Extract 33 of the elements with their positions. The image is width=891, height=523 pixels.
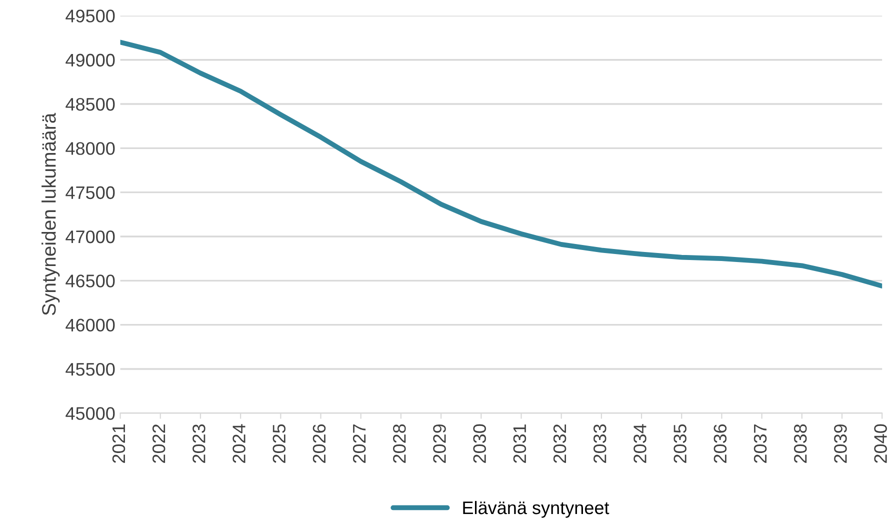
y-tick-label: 45500 [66, 362, 115, 376]
x-tick-label: 2038 [794, 424, 807, 463]
x-tick-label: 2022 [152, 424, 166, 463]
x-tick-label: 2036 [714, 424, 727, 463]
x-tick-label: 2032 [553, 424, 566, 463]
x-tick-label: 2030 [473, 424, 486, 463]
x-tick-label: 2035 [674, 424, 686, 463]
x-tick-label: 2027 [352, 424, 366, 463]
x-tick-label: 2033 [593, 424, 606, 463]
y-tick-label: 46500 [66, 274, 115, 288]
x-tick-label: 2040 [874, 424, 887, 463]
y-tick-label: 45000 [66, 407, 115, 420]
x-tick-label: 2034 [634, 424, 646, 463]
x-tick-label: 2029 [433, 424, 446, 463]
x-tick-label: 2037 [754, 424, 767, 463]
x-tick-label: 2039 [834, 424, 847, 463]
x-tick-label: 2021 [112, 424, 126, 463]
legend-label: Elävänä syntyneet [463, 500, 610, 518]
y-tick-label: 47000 [66, 230, 115, 244]
x-tick-label: 2024 [232, 424, 246, 463]
x-tick-label: 2023 [192, 424, 206, 463]
y-tick-label: 49500 [66, 10, 115, 22]
x-tick-label: 2025 [272, 424, 286, 463]
y-tick-label: 46000 [66, 318, 115, 332]
x-tick-label: 2028 [393, 424, 406, 463]
line-series [120, 40, 882, 288]
y-tick-label: 48000 [66, 142, 115, 155]
y-tick-label: 49000 [66, 54, 115, 67]
y-tick-label: 47500 [66, 186, 115, 200]
x-tick-label: 2026 [312, 424, 326, 463]
x-tick-label: 2031 [513, 424, 526, 463]
y-tick-label: 48500 [66, 98, 115, 111]
y-axis-title: Syntyneiden lukumäärä [42, 112, 60, 316]
